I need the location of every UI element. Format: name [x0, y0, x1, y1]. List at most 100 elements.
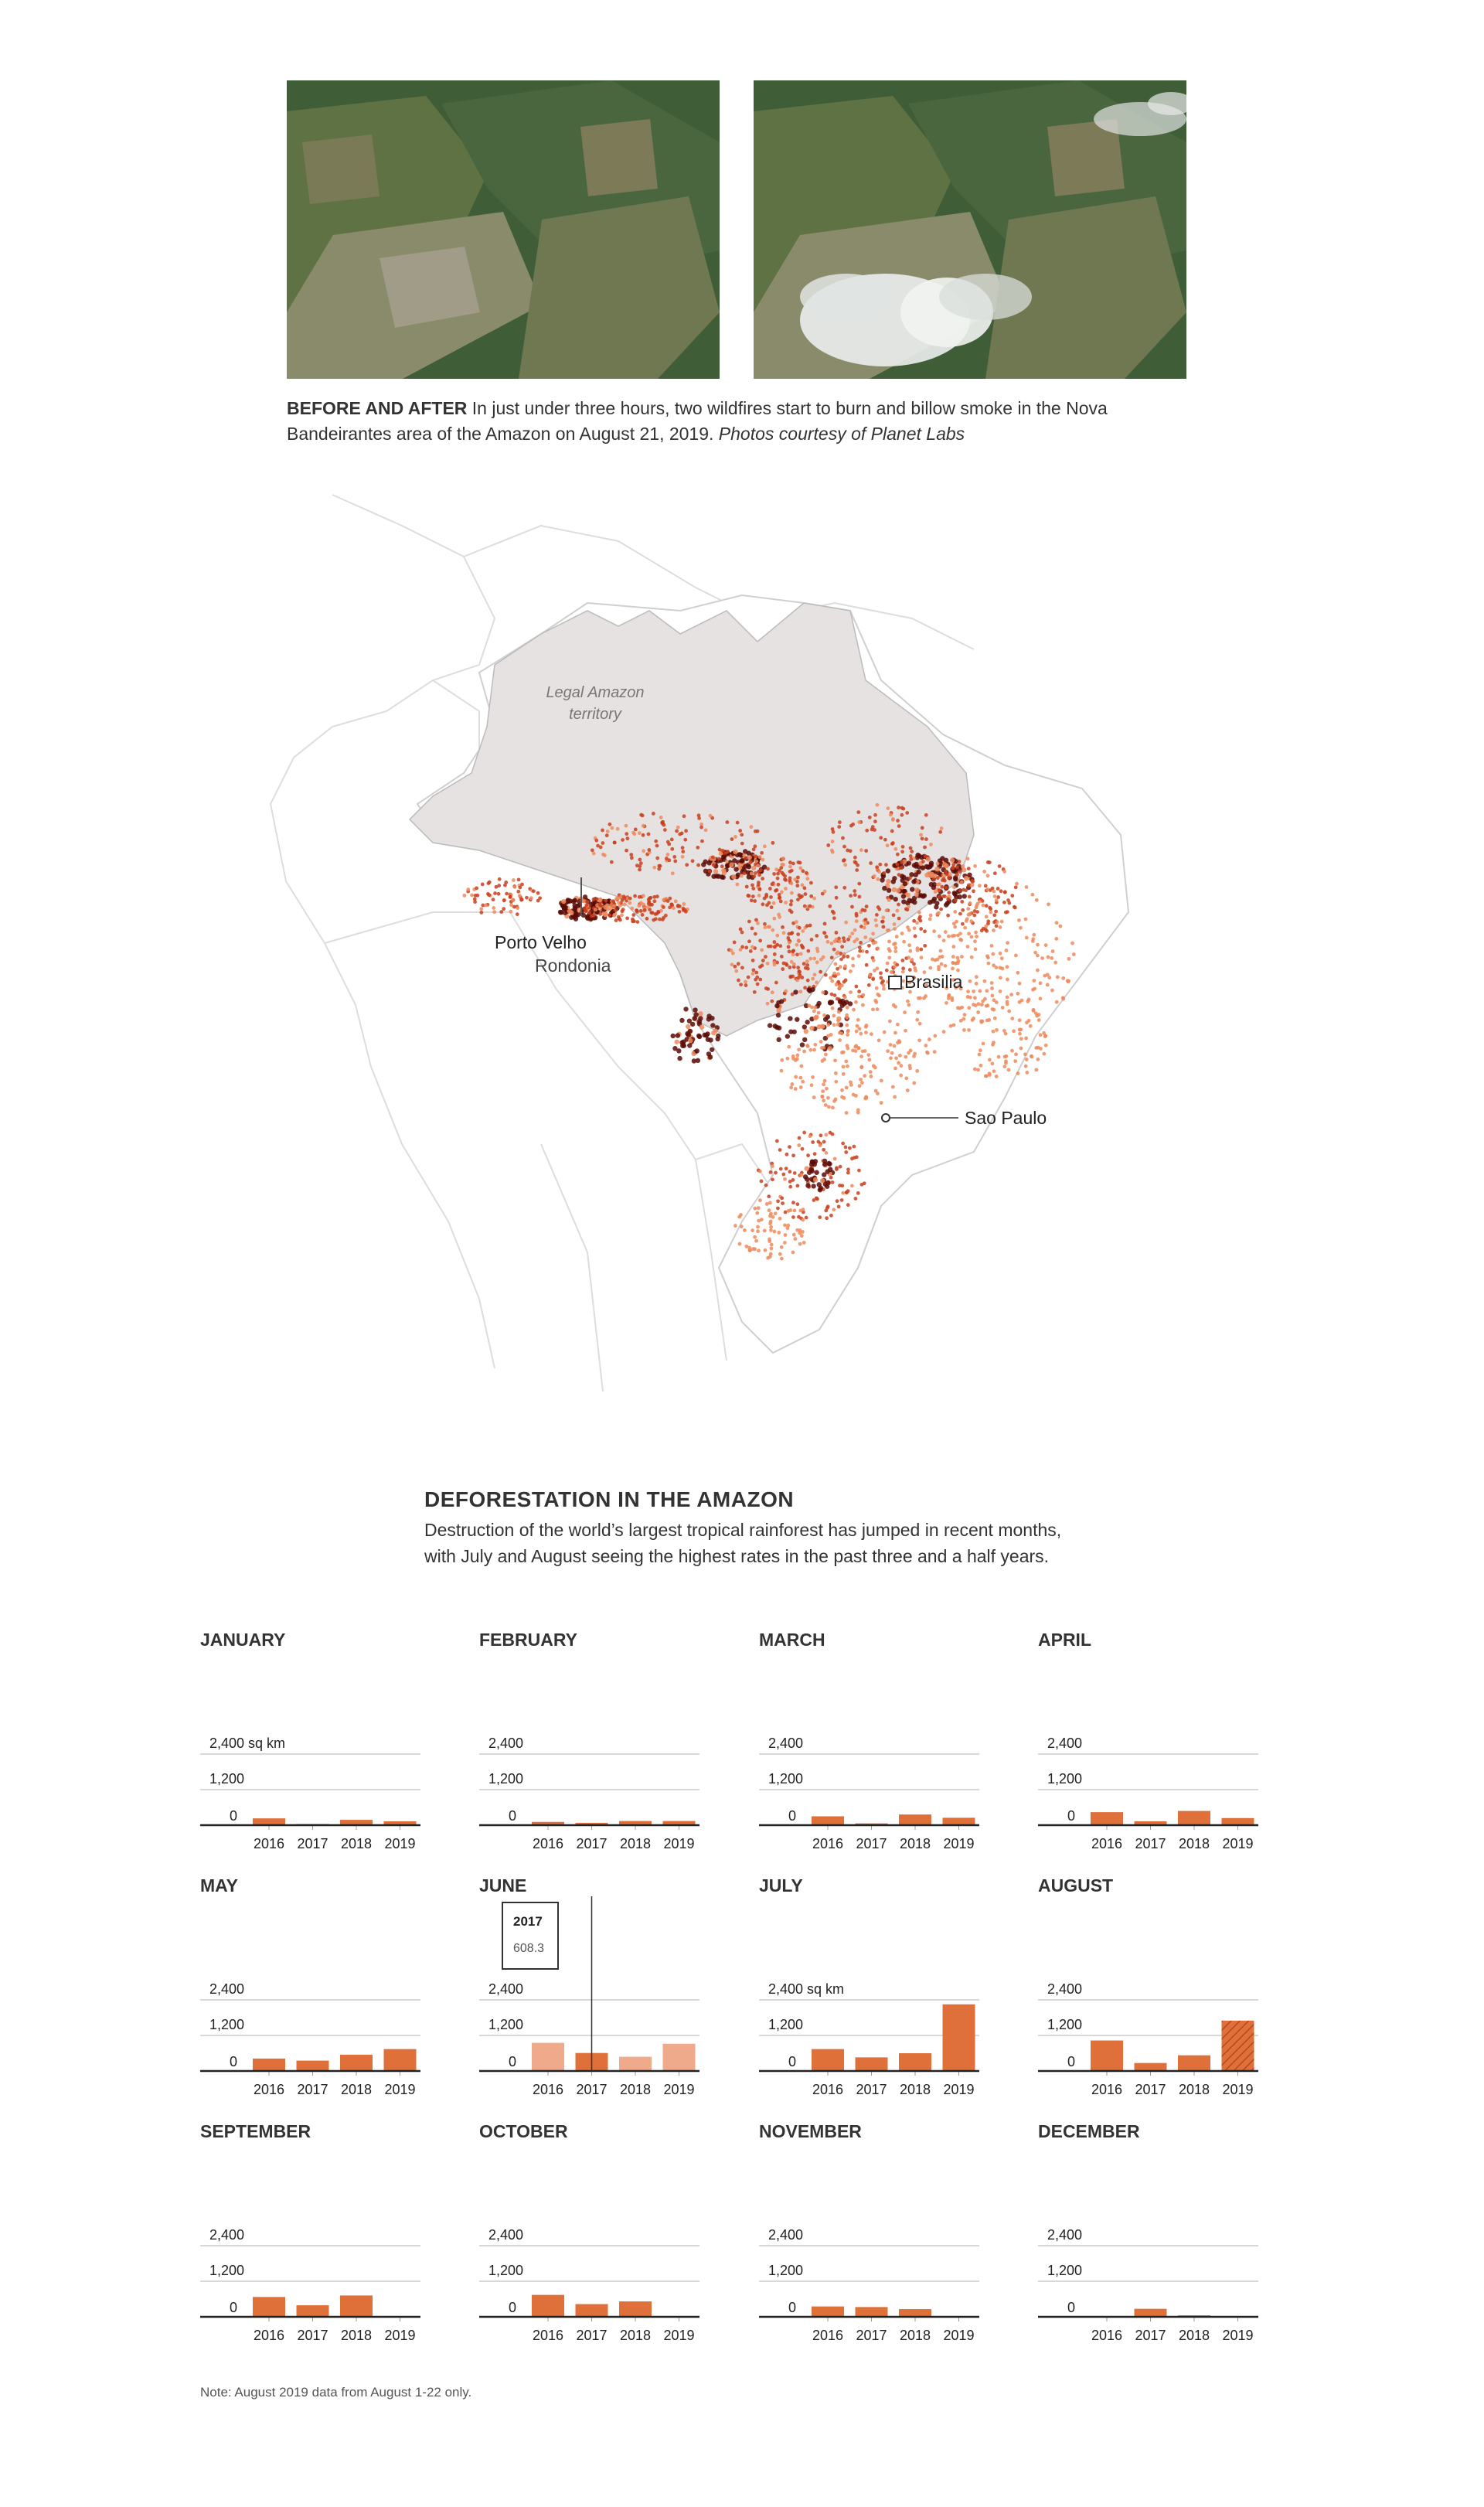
- bar-2019[interactable]: [942, 2004, 975, 2071]
- fire-dot: [900, 844, 905, 849]
- fire-dot: [798, 952, 803, 956]
- fire-dot: [985, 860, 990, 864]
- fire-dot: [791, 1056, 795, 1061]
- fire-dot: [917, 910, 921, 915]
- bar-2018[interactable]: [340, 2054, 373, 2071]
- month-chart-june[interactable]: JUNE 2,400 1,200 0 2016 2017 2018 2019 2017 608.3: [479, 1875, 711, 2113]
- fire-dot: [824, 1150, 829, 1155]
- bar-2018[interactable]: [619, 1821, 652, 1825]
- x-tick-label: 2016: [1091, 2328, 1122, 2343]
- month-chart-november[interactable]: NOVEMBER 2,400 1,200 0 2016 2017 2018 2019: [759, 2121, 991, 2359]
- month-chart-february[interactable]: FEBRUARY 2,400 1,200 0 2016 2017 2018 2019: [479, 1630, 711, 1867]
- fire-dot: [795, 1184, 800, 1188]
- bar-2019[interactable]: [662, 1821, 696, 1825]
- fire-dot: [487, 893, 492, 898]
- bar-2016[interactable]: [253, 2297, 285, 2317]
- bar-2019[interactable]: [662, 2043, 696, 2071]
- bar-2018[interactable]: [340, 1820, 373, 1825]
- fire-dot: [742, 849, 748, 854]
- fire-dot: [730, 837, 734, 841]
- month-title: OCTOBER: [479, 2121, 568, 2141]
- fire-dot: [953, 898, 958, 903]
- bar-2016[interactable]: [812, 2306, 844, 2317]
- bar-2017[interactable]: [1134, 1821, 1167, 1825]
- bar-2018[interactable]: [1178, 1810, 1210, 1825]
- fire-dot: [887, 939, 891, 944]
- bar-2019[interactable]: [1221, 2020, 1254, 2071]
- bar-2019[interactable]: [383, 1821, 417, 1825]
- photo-caption: BEFORE AND AFTER In just under three hou…: [287, 396, 1168, 447]
- fire-dot: [861, 1003, 865, 1007]
- bar-2017[interactable]: [855, 2057, 888, 2071]
- fire-dot: [645, 916, 649, 921]
- fire-dot: [516, 889, 521, 894]
- fire-dot: [961, 864, 965, 868]
- bar-2017[interactable]: [1134, 2308, 1167, 2317]
- month-chart-september[interactable]: SEPTEMBER 2,400 1,200 0 2016 2017 2018 2019: [200, 2121, 432, 2359]
- bar-2016[interactable]: [253, 1818, 285, 1825]
- fire-dot: [802, 1241, 806, 1245]
- fire-dot: [886, 878, 891, 884]
- bar-2016[interactable]: [812, 2049, 844, 2071]
- fire-dot: [958, 1018, 963, 1023]
- fire-dot: [826, 843, 831, 847]
- bar-2018[interactable]: [619, 2056, 652, 2071]
- month-chart-march[interactable]: MARCH 2,400 1,200 0 2016 2017 2018 2019: [759, 1630, 991, 1867]
- bar-2018[interactable]: [899, 2309, 931, 2317]
- fire-dot: [931, 896, 938, 902]
- bar-2016[interactable]: [253, 2058, 285, 2071]
- bar-2017[interactable]: [296, 2305, 329, 2317]
- month-chart-january[interactable]: JANUARY 2,400 sq km 1,200 0 2016 2017 2018 2019: [200, 1630, 432, 1867]
- fire-dot: [916, 864, 922, 870]
- bar-2017[interactable]: [1134, 2062, 1167, 2071]
- bar-2016[interactable]: [532, 1821, 564, 1825]
- fire-dot: [822, 1035, 829, 1041]
- fire-dot: [977, 884, 982, 888]
- fire-dot: [835, 1199, 839, 1204]
- month-chart-august[interactable]: AUGUST 2,400 1,200 0 2016 2017 2018 2019: [1038, 1875, 1270, 2113]
- bar-2017[interactable]: [575, 2304, 608, 2317]
- bar-2016[interactable]: [1091, 1812, 1123, 1825]
- fire-dot: [981, 999, 985, 1003]
- bar-2018[interactable]: [340, 2295, 373, 2317]
- bar-2016[interactable]: [532, 2294, 564, 2317]
- bar-2016[interactable]: [1091, 2040, 1123, 2071]
- bar-2019[interactable]: [383, 2049, 417, 2071]
- fire-dot: [857, 894, 862, 899]
- month-chart-july[interactable]: JULY 2,400 sq km 1,200 0 2016 2017 2018 2019: [759, 1875, 991, 2113]
- fire-dot: [995, 920, 999, 925]
- fire-dot: [739, 858, 744, 864]
- fire-dot: [843, 1145, 848, 1150]
- fire-dot: [834, 983, 839, 987]
- fire-dot: [798, 1242, 802, 1246]
- bar-2016[interactable]: [812, 1816, 844, 1826]
- bar-2018[interactable]: [619, 2301, 652, 2317]
- bar-2018[interactable]: [1178, 2055, 1210, 2071]
- month-chart-october[interactable]: OCTOBER 2,400 1,200 0 2016 2017 2018 2019: [479, 2121, 711, 2359]
- fire-dot: [841, 1071, 846, 1076]
- fire-dot: [484, 903, 488, 908]
- fire-dot: [598, 911, 603, 916]
- bar-2017[interactable]: [296, 2060, 329, 2071]
- bar-2017[interactable]: [855, 2307, 888, 2317]
- bar-2018[interactable]: [899, 1814, 931, 1825]
- bar-2019[interactable]: [942, 1817, 975, 1825]
- fire-dot: [947, 934, 951, 938]
- fire-dot: [1028, 1024, 1033, 1028]
- fire-dot: [659, 816, 663, 819]
- bar-2018[interactable]: [899, 2053, 931, 2071]
- month-chart-april[interactable]: APRIL 2,400 1,200 0 2016 2017 2018 2019: [1038, 1630, 1270, 1867]
- fire-dot: [1036, 942, 1040, 947]
- fire-dot: [696, 1033, 702, 1039]
- fire-dot: [765, 1001, 770, 1006]
- month-chart-may[interactable]: MAY 2,400 1,200 0 2016 2017 2018 2019: [200, 1875, 432, 2113]
- bar-2016[interactable]: [532, 2042, 564, 2071]
- bar-2019[interactable]: [1221, 1817, 1254, 1825]
- fire-dot: [650, 902, 654, 907]
- month-chart-december[interactable]: DECEMBER 2,400 1,200 0 2016 2017 2018 2019: [1038, 2121, 1270, 2359]
- fire-dot: [900, 932, 904, 935]
- fire-dot: [841, 1190, 846, 1195]
- bar-2017[interactable]: [575, 1822, 608, 1825]
- y-tick-label: 2,400: [1047, 1981, 1082, 1997]
- fire-dot: [856, 1046, 861, 1050]
